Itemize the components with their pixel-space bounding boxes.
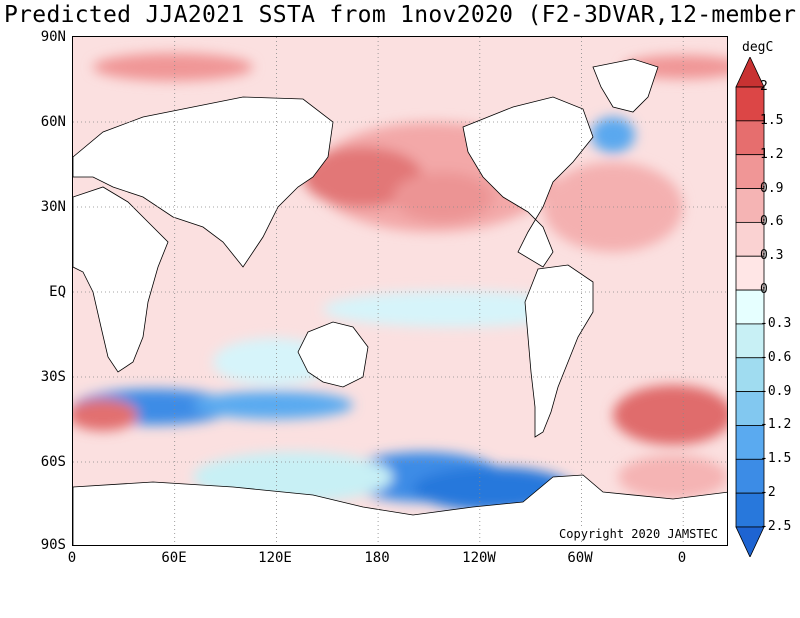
south-africa-warm [73,399,138,431]
colorbar [735,57,765,557]
colorbar-tick-label: -0.9 [760,383,792,399]
southern-ocean-cool-aus [193,391,353,419]
colorbar-segment [735,357,765,393]
lon-label-60w: 60W [567,550,593,566]
lon-label-0-west: 0 [67,550,77,566]
eurasia [73,96,334,268]
colorbar-tick-label: -0.6 [760,349,792,365]
lat-label-90n: 90N [40,29,66,45]
lat-label-60n: 60N [40,114,66,130]
map-canvas [73,37,727,545]
colorbar-segment [735,154,765,189]
sst-anomaly-map: Copyright 2020 JAMSTEC [72,36,728,546]
colorbar-segment [735,120,765,156]
lat-label-90s: 90S [40,537,66,553]
north-pacific-warm-east [393,172,493,222]
lon-label-0-east: 0 [677,550,687,566]
lon-label-180: 180 [364,550,390,566]
map-title: Predicted JJA2021 SSTA from 1nov2020 (F2… [4,2,800,28]
weddell-warm [618,455,727,499]
grid-lines [73,37,727,545]
greenland [592,58,659,113]
colorbar-tick-label: 0.3 [760,248,784,264]
africa [73,186,169,373]
colorbar-tick-label: 1.5 [760,112,784,128]
arctic-warm-west [93,53,253,81]
colorbar-tick-label: -2.5 [760,519,792,534]
colorbar-segment [735,86,765,122]
colorbar-tick-label: -2 [760,485,776,501]
colorbar-segment [735,391,765,426]
colorbar-tick-label: -0.3 [760,315,792,331]
north-america [462,96,594,268]
colorbar-segment [735,526,765,557]
lon-label-120w: 120W [462,550,496,566]
colorbar-tick-label: -1.5 [760,451,792,467]
colorbar-segment [735,289,765,325]
lat-label-eq: EQ [49,284,66,300]
colorbar-segment [735,188,765,223]
lon-label-60e: 60E [161,550,187,566]
labrador-sea-cool [591,117,635,153]
lat-label-30n: 30N [40,199,66,215]
colorbar-segment [735,492,765,528]
colorbar-tick-label: 0.6 [760,214,784,230]
colorbar-segment [735,255,765,291]
lon-label-120e: 120E [258,550,292,566]
colorbar-tick-label: 0 [760,282,768,298]
north-pacific-warm-core [303,147,423,207]
colorbar-tick-label: 2 [760,79,768,94]
copyright-text: Copyright 2020 JAMSTEC [556,527,721,541]
australia [297,321,369,388]
equatorial-pacific-cool [323,291,583,327]
lat-label-30s: 30S [40,369,66,385]
south-atlantic-warm [613,385,727,445]
colorbar-tick-label: 0.9 [760,180,784,196]
colorbar-segment [735,323,765,359]
colorbar-tick-label: 1.2 [760,146,784,162]
lat-label-60s: 60S [40,454,66,470]
colorbar-segment [735,221,765,257]
colorbar-units: degC [742,40,774,55]
colorbar-tick-label: -1.2 [760,417,792,433]
